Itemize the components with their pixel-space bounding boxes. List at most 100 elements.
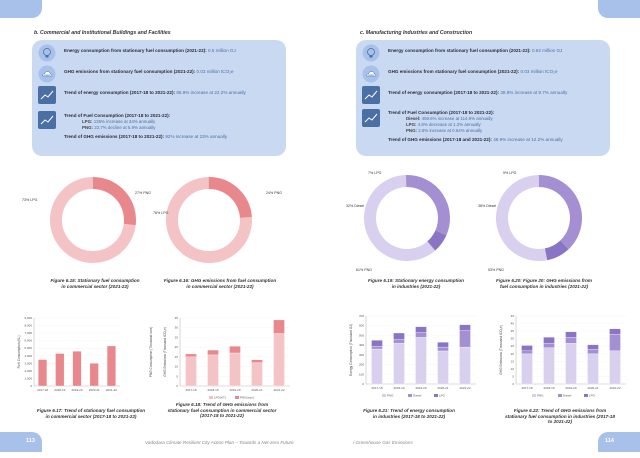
row-label: Energy consumption from stationary fuel … xyxy=(64,48,207,53)
caption-line: in commercial sector (2021-22) xyxy=(61,283,129,289)
bar-lpg xyxy=(437,342,449,348)
bar-png xyxy=(415,337,427,385)
donut-chart-commercial-ghg xyxy=(166,177,252,263)
summary-row: Energy consumption from stationary fuel … xyxy=(38,43,280,63)
bar-pngscm xyxy=(273,319,285,334)
bar-lpgkt xyxy=(38,359,48,387)
fuel-trend: 2.6% increase at 0.64% annually xyxy=(418,128,483,133)
donut-slice-diesel xyxy=(538,175,582,250)
caption-line: stationary fuel consumption in industrie… xyxy=(505,413,615,419)
caption-line: Figure 6.16: GHG emissions from fuel con… xyxy=(163,278,277,283)
figure-caption: Figure 6.21: Trend of energy consumption… xyxy=(344,408,474,419)
row-value: 0.62 million GJ xyxy=(531,48,563,53)
caption-line: (2017-18 to 2021-22) xyxy=(200,413,244,419)
section-title-right: c. Manufacturing Industries and Construc… xyxy=(360,30,473,36)
legend-swatch xyxy=(532,394,536,397)
y-tick-label: 5,000 xyxy=(24,346,32,350)
legend-swatch xyxy=(209,396,213,399)
y-tick-label: 5 xyxy=(176,374,178,378)
x-tick-label: 2021-22 xyxy=(609,386,620,390)
figure-caption: Figure 6.15: Stationary fuel consumption… xyxy=(30,278,160,289)
bar-lpgkt xyxy=(207,354,219,387)
donut-slice-diesel xyxy=(405,175,450,236)
bar-diesel xyxy=(609,333,621,351)
caption-line: in industries (2017-18 to 2021-22) xyxy=(372,413,446,419)
figure-caption: Figure 6.19: Stationary energy consumpti… xyxy=(346,278,486,289)
legend-swatch xyxy=(558,394,562,397)
bar-lpgkt xyxy=(89,363,99,387)
fuel-trend: 136% increase at 34% annually xyxy=(93,119,156,124)
caption-line: Figure 6.19: Stationary energy consumpti… xyxy=(368,278,464,283)
page-number-left-tab xyxy=(0,432,42,452)
y-tick-label: 700 xyxy=(359,314,364,318)
bar-png xyxy=(459,346,471,385)
row-value: 38.8% increase at 9.7% annually xyxy=(500,90,568,95)
bar-diesel xyxy=(521,350,533,354)
row-value: 92% increase at 23% annually xyxy=(165,134,228,139)
figure-caption: Figure 6.18: Trend of GHG emissions from… xyxy=(152,402,292,419)
donut-slice-lpg xyxy=(427,230,447,251)
bar-png xyxy=(565,343,577,385)
x-tick-label: 2018-19 xyxy=(393,386,404,390)
caption-line: Figure 6.17: Trend of stationary fuel co… xyxy=(36,408,146,413)
lightbulb-globe-icon xyxy=(38,44,56,62)
donut-slice-png xyxy=(208,177,252,219)
caption-line: stationary fuel consumption in commercia… xyxy=(167,407,277,413)
bar-lpg xyxy=(521,345,533,351)
y-tick-label: 300 xyxy=(359,353,364,357)
bar-pngscm xyxy=(185,353,197,358)
row-label: Trend of GHG emissions (2017-18 and 2021… xyxy=(388,137,492,142)
bar-png xyxy=(437,350,449,385)
donut-slice-png xyxy=(92,177,136,226)
y-tick-label: 0 xyxy=(362,382,364,386)
bar-png xyxy=(543,347,555,385)
y-tick-label: 25 xyxy=(511,344,515,348)
bar-png xyxy=(587,353,599,385)
summary-row: Trend of Fuel Consumption (2017-18 to 20… xyxy=(38,110,280,130)
y-tick-label: 10 xyxy=(175,365,179,369)
row-label: Trend of Fuel Consumption (2017-18 to 20… xyxy=(388,110,495,115)
caption-line: in commercial sector (2021-22) xyxy=(186,283,254,289)
row-value: 0.03 million tCO₂e xyxy=(196,69,234,74)
caption-line: Figure 6.21: Trend of energy consumption xyxy=(363,408,455,413)
caption-line: Figure 6.20: Figure 20: GHG emissions fr… xyxy=(496,278,592,283)
fuel-trend: 4.8% decrease at 1.2% annually xyxy=(417,122,481,127)
y-tick-label: 200 xyxy=(359,363,364,367)
row-label: Trend of energy consumption (2017-18 to … xyxy=(64,90,176,95)
legend-swatch xyxy=(408,394,412,397)
corner-tab-right xyxy=(598,0,640,18)
bar-lpgkt xyxy=(72,351,82,387)
svg-text:CO2: CO2 xyxy=(368,73,374,77)
page-number-left: 113 xyxy=(26,438,35,444)
row-label: GHG emissions from stationary fuel consu… xyxy=(64,69,196,74)
bar-chart-commercial-ghg-trend: 0 5 10 15 20 25 30 35 GHG Emissions (Thousand tC… xyxy=(163,316,290,400)
row-value: 48.9% increase at 12.2% annually xyxy=(493,137,563,142)
bar-lpg xyxy=(459,324,471,331)
corner-tab-left xyxy=(0,0,42,18)
bar-diesel xyxy=(565,337,577,344)
donut-label: 32% Diesel xyxy=(346,204,365,208)
x-tick-label: 2019-20 xyxy=(71,388,82,392)
row-label: Energy consumption from stationary fuel … xyxy=(388,48,531,53)
row-label: Trend of energy consumption (2017-18 to … xyxy=(388,90,500,95)
y-tick-label: 500 xyxy=(359,333,364,337)
legend-swatch xyxy=(382,394,386,397)
caption-line: to 2021-22) xyxy=(547,419,572,425)
donut-slice-lpg xyxy=(50,177,136,263)
page-number-right: 114 xyxy=(605,438,614,444)
bar-lpgkt xyxy=(229,352,241,387)
y-tick-label: 4,000 xyxy=(24,354,32,358)
legend-label: PNG(scm) xyxy=(240,396,254,400)
y-axis-label: Fuel Consumption (KL) xyxy=(17,336,21,369)
fuel-name: PNG: xyxy=(406,128,417,133)
bar-chart-commercial-fuel-trend: 0 1,000 2,000 3,000 4,000 5,000 6,000 7,000 8,00… xyxy=(17,316,153,392)
lightbulb-globe-icon xyxy=(362,44,380,62)
summary-panel-left: Energy consumption from stationary fuel … xyxy=(32,40,286,156)
x-tick-label: 2019-20 xyxy=(229,388,240,392)
y-axis-label: GHG Emissions (Thousand tCO₂e) xyxy=(499,325,503,374)
legend-label: Diesel xyxy=(563,394,572,398)
caption-line: Figure 6.15: Stationary fuel consumption xyxy=(50,278,140,283)
bar-lpg xyxy=(393,332,405,340)
y-tick-label: 0 xyxy=(176,384,178,388)
legend-swatch xyxy=(434,394,438,397)
